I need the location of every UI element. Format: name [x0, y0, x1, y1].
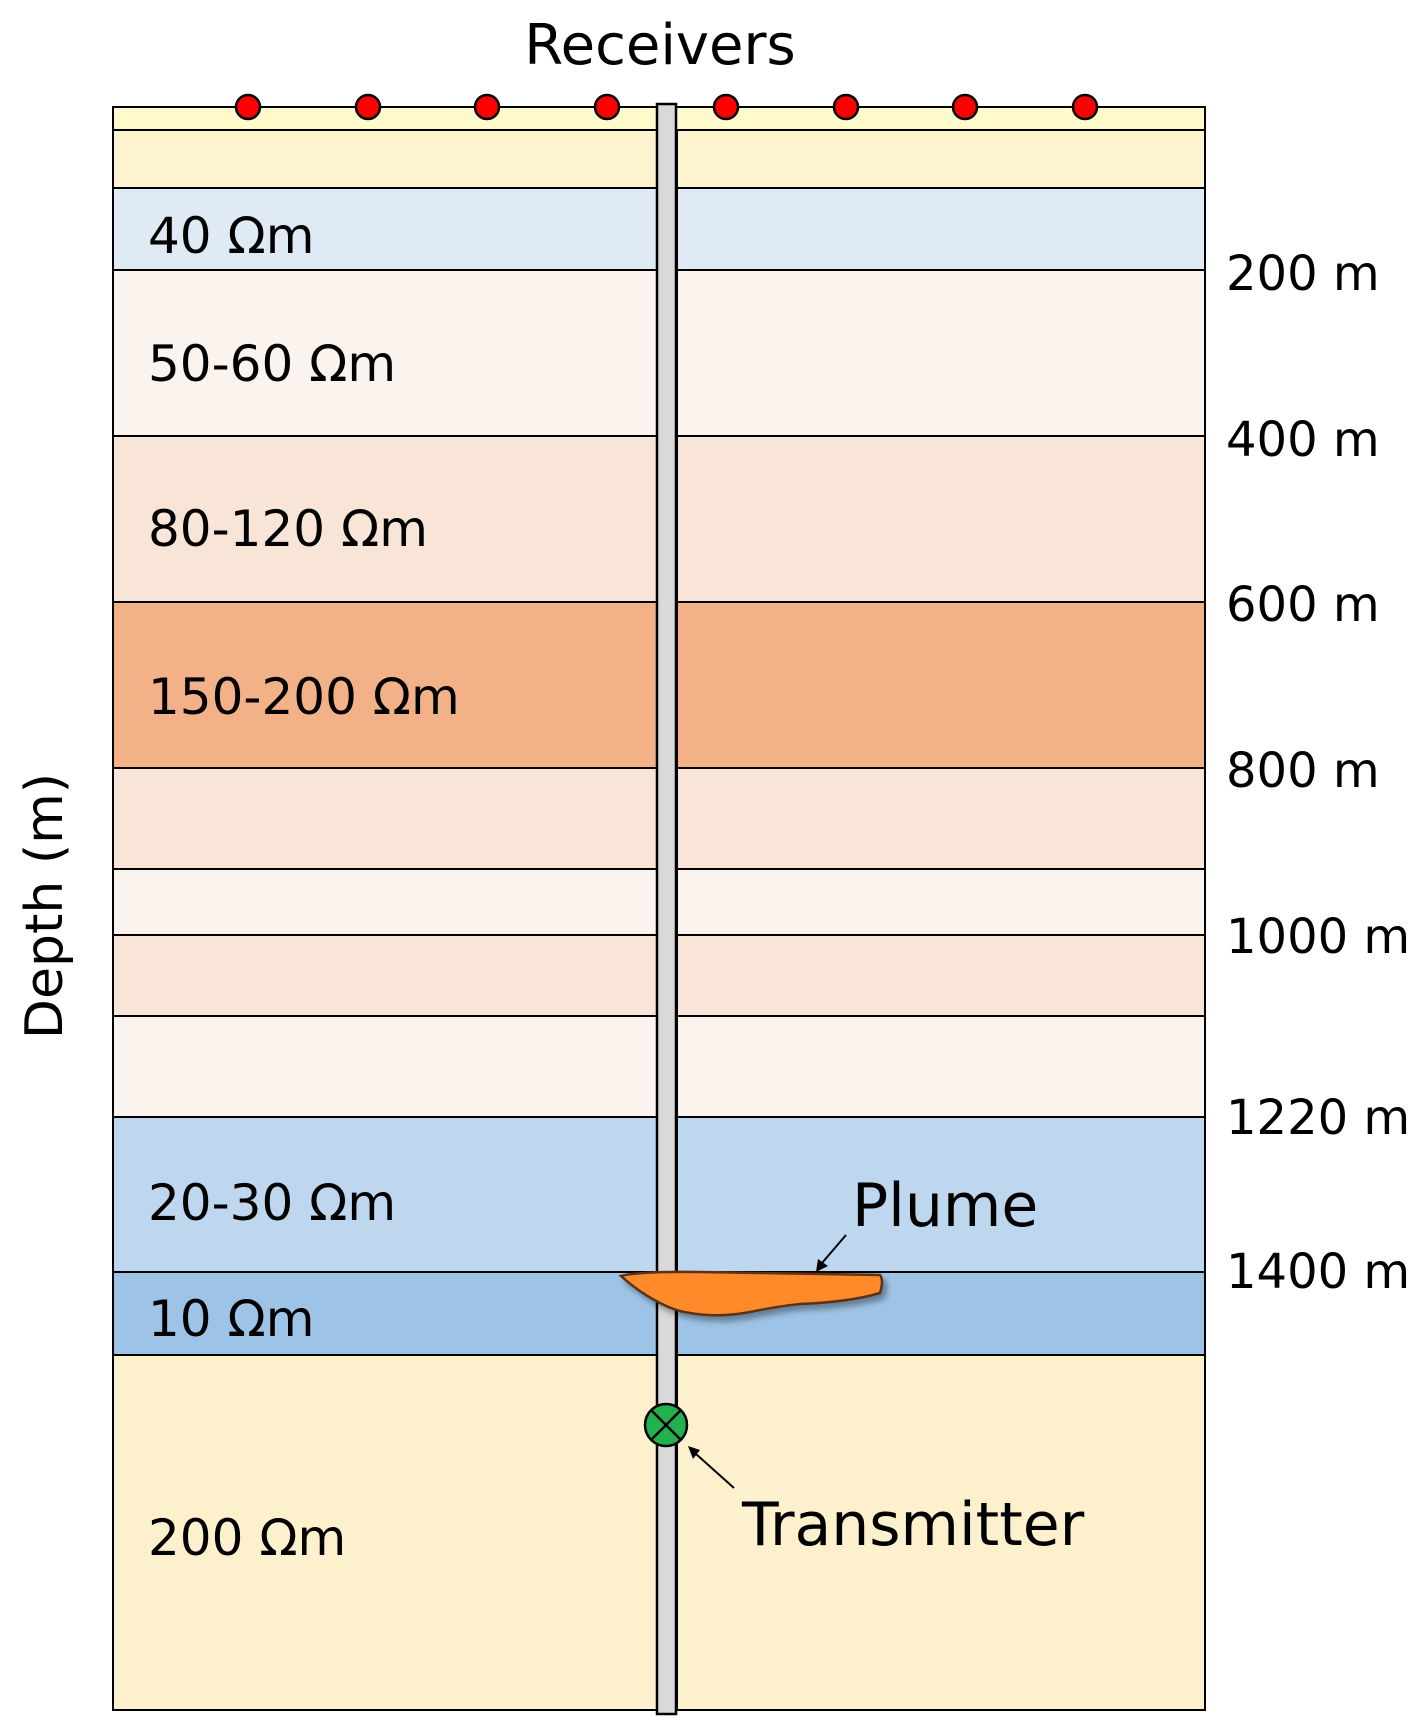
- layer-6-right: [676, 767, 1206, 870]
- layer-12-left: [112, 1354, 658, 1711]
- layer-2-left: [112, 187, 658, 271]
- depth-tick-600: 600 m: [1226, 577, 1380, 633]
- receiver-8: [1071, 93, 1099, 121]
- receiver-6: [832, 93, 860, 121]
- layer-8-left: [112, 934, 658, 1017]
- layer-label-20-30: 20-30 Ωm: [148, 1174, 396, 1232]
- layer-1-right: [676, 129, 1206, 189]
- plume-pointer-line: [821, 1234, 847, 1264]
- layer-label-10: 10 Ωm: [148, 1290, 314, 1348]
- plume-pointer-arrowhead: [816, 1259, 828, 1272]
- receiver-3: [473, 93, 501, 121]
- receiver-4: [593, 93, 621, 121]
- layer-label-50-60: 50-60 Ωm: [148, 335, 396, 393]
- receiver-5: [712, 93, 740, 121]
- layer-9-right: [676, 1015, 1206, 1118]
- layer-label-200: 200 Ωm: [148, 1509, 346, 1567]
- layer-7-left: [112, 868, 658, 936]
- receiver-1: [234, 93, 262, 121]
- layer-10-right: [676, 1116, 1206, 1273]
- diagram-title: Receivers: [524, 13, 795, 78]
- layer-9-left: [112, 1015, 658, 1118]
- layer-5-right: [676, 601, 1206, 769]
- layer-12-right: [676, 1354, 1206, 1711]
- layer-5-left: [112, 601, 658, 769]
- depth-tick-200: 200 m: [1226, 246, 1380, 302]
- plume-shape: [618, 1270, 884, 1317]
- layer-4-right: [676, 435, 1206, 603]
- layer-1-left: [112, 129, 658, 189]
- transmitter-pointer-line: [695, 1453, 735, 1489]
- receiver-2: [354, 93, 382, 121]
- transmitter-label: Transmitter: [741, 1490, 1085, 1560]
- layer-7-right: [676, 868, 1206, 936]
- layer-6-left: [112, 767, 658, 870]
- depth-tick-1220: 1220 m: [1226, 1090, 1410, 1146]
- depth-tick-1400: 1400 m: [1226, 1244, 1410, 1300]
- plume-label: Plume: [852, 1171, 1038, 1241]
- layer-label-80-120: 80-120 Ωm: [148, 500, 428, 558]
- receiver-7: [951, 93, 979, 121]
- transmitter-pointer-arrowhead: [688, 1446, 700, 1459]
- layer-label-150-200: 150-200 Ωm: [148, 668, 460, 726]
- layer-3-left: [112, 269, 658, 437]
- depth-tick-1000: 1000 m: [1226, 909, 1410, 965]
- layer-2-right: [676, 187, 1206, 271]
- layer-label-40: 40 Ωm: [148, 207, 314, 265]
- layer-3-right: [676, 269, 1206, 437]
- layer-4-left: [112, 435, 658, 603]
- depth-axis-label: Depth (m): [15, 773, 75, 1039]
- depth-tick-400: 400 m: [1226, 412, 1380, 468]
- transmitter-icon: [643, 1402, 689, 1448]
- borehole-well: [655, 102, 678, 1716]
- layer-8-right: [676, 934, 1206, 1017]
- depth-tick-800: 800 m: [1226, 743, 1380, 799]
